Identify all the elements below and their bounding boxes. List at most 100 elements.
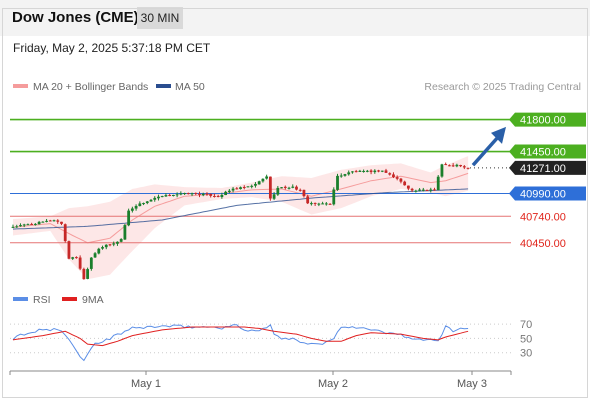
arrow-shaft [471,133,502,167]
candle [399,177,403,184]
candle-body [89,257,93,269]
candle-body [168,195,172,197]
candle [209,193,213,198]
candle [97,247,101,255]
candle [283,185,287,190]
candle [403,180,407,186]
candle-body [436,176,440,191]
candle [235,187,239,190]
candle [358,169,362,172]
candle-body [220,194,224,198]
candle-body [459,165,462,167]
copyright-text: Research © 2025 Trading Central [424,81,581,93]
candle [462,165,466,170]
candle-body [93,253,97,258]
candle [354,169,358,173]
candle [392,172,395,179]
candle-body [421,189,425,191]
rsi-panel: 70 50 30 [10,319,532,362]
candle [254,182,257,188]
candle [261,178,265,183]
candle-body [19,225,22,227]
candle [82,267,86,280]
candle [48,219,52,222]
candle [216,194,220,198]
level-label-support: 40740.00 [520,211,566,223]
candle [395,175,399,181]
candle [231,187,235,193]
candle [433,187,436,191]
candle-body [190,193,194,195]
timeframe-button[interactable]: 30 MIN [137,7,183,29]
x-axis: May 1 May 2 May 3 [9,371,512,390]
candle-body [231,188,235,191]
candle [160,195,164,198]
candle-body [321,203,324,205]
candle-body [11,226,15,228]
candle-body [310,203,313,205]
candle-body [358,170,362,172]
candle-body [205,193,209,195]
candle [377,169,380,173]
candle [130,206,134,213]
candle-body [388,173,392,175]
candle-body [276,187,280,195]
candle [26,223,30,226]
candle [52,219,56,222]
candle [414,189,418,193]
candle-body [119,239,123,242]
candle [362,169,366,173]
candle-body [134,205,138,209]
candle [425,189,429,191]
candle-body [183,193,186,195]
candle [198,191,201,198]
level-label-target: 41800.00 [520,115,566,127]
x-tick-label: May 3 [457,378,487,390]
candle [287,186,291,190]
candle [164,193,168,197]
candle-body [160,196,164,198]
candle [33,223,37,226]
candle-body [410,188,414,191]
candle-body [332,189,336,205]
candle-body [194,192,198,194]
candle-body [313,202,317,204]
candle [242,185,246,190]
candle [19,223,22,227]
candle-body [306,196,310,204]
level-label-target: 41450.00 [520,147,566,159]
header-bar [0,0,590,36]
rsi-legend-label: RSI [33,294,51,306]
x-tick-label: May 1 [131,378,161,390]
ma50-legend-swatch [156,84,171,88]
candle-body [351,171,354,173]
candle-body [198,193,201,195]
candle-body [261,178,265,182]
candle-body [157,196,160,199]
candle-body [384,170,388,173]
ma50-line [12,188,469,230]
candle-body [254,183,257,186]
candle-body [272,194,276,199]
candle [93,252,97,258]
candle [250,184,254,189]
candle-body [71,257,75,259]
candle-body [302,189,306,197]
candle [168,193,172,197]
candlesticks [11,162,470,280]
candle-body [377,170,380,172]
candle [56,219,60,224]
candle-body [406,185,410,189]
candle-body [101,247,104,249]
candle [369,169,373,175]
candle [351,171,354,174]
candle [276,185,280,196]
candle-body [108,244,112,246]
rsi-legend-swatch [13,297,28,301]
level-label-pivot: 40990.00 [520,189,566,201]
candle [239,186,242,190]
rsi-tick-label: 70 [520,319,532,331]
candle-body [227,190,231,192]
price-level-labels: 41800.00 41450.00 41271.00 40990.00 40740.00… [509,112,586,250]
level-badge-bg [509,144,586,159]
